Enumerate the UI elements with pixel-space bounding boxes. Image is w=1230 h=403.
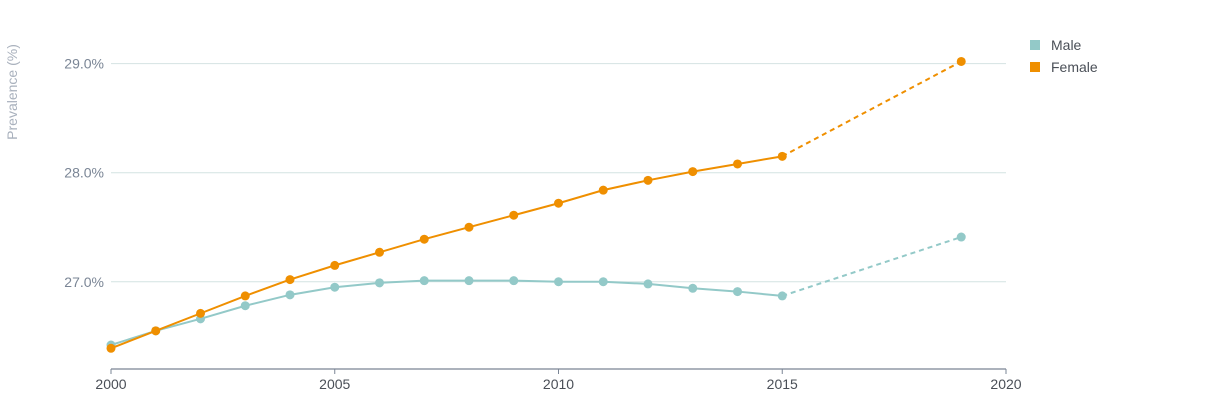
data-point-male [330,282,340,292]
data-point-male [240,301,250,311]
data-point-female [777,151,787,161]
data-point-male [688,283,698,293]
data-point-male [956,232,966,242]
data-point-female [196,308,205,318]
data-point-male [375,278,384,288]
data-point-male [598,277,608,287]
data-point-female [956,56,966,66]
data-point-male [285,290,295,300]
y-tick-label: 29.0% [64,56,104,72]
x-tick-label: 2010 [543,376,574,392]
data-point-male [464,276,474,286]
legend-swatch-female [1030,62,1040,72]
y-tick-label: 28.0% [64,165,104,181]
legend-item-female[interactable]: Female [1030,56,1098,78]
series-line-female [110,155,783,350]
legend-swatch-male [1030,40,1040,50]
projection-line-male [781,236,962,297]
legend-label-male: Male [1051,37,1082,53]
data-point-female [554,198,563,208]
x-tick-label: 2015 [767,376,798,392]
data-point-female [419,234,429,244]
projection-line-female [781,60,962,158]
data-point-female [509,210,519,220]
data-point-female [106,343,116,353]
x-tick-label: 2000 [95,376,126,392]
series-line-male [110,279,783,346]
x-axis: 2000 2005 2010 2015 2020 [95,368,1022,392]
data-point-female [330,260,340,270]
data-point-female [598,185,608,195]
x-tick-label: 2020 [990,376,1021,392]
data-point-male [643,279,653,289]
data-point-female [688,167,698,177]
y-tick-label: 27.0% [64,274,104,290]
data-point-male [733,287,742,297]
data-point-female [733,159,742,169]
legend-item-male[interactable]: Male [1030,34,1098,56]
x-tick-label: 2005 [319,376,350,392]
gridlines: 27.0% 28.0% 29.0% [64,56,1006,290]
data-point-female [285,275,295,285]
series-layer [106,56,966,353]
data-point-male [777,291,787,301]
data-point-male [554,277,563,287]
data-point-female [151,326,161,336]
legend: Male Female [1030,34,1098,78]
data-point-male [419,276,429,286]
data-point-female [375,247,384,257]
data-point-female [240,291,250,301]
data-point-female [643,175,653,185]
legend-label-female: Female [1051,59,1098,75]
data-point-female [464,222,474,232]
y-axis-label: Prevalence (%) [4,44,20,140]
data-point-male [509,276,519,286]
